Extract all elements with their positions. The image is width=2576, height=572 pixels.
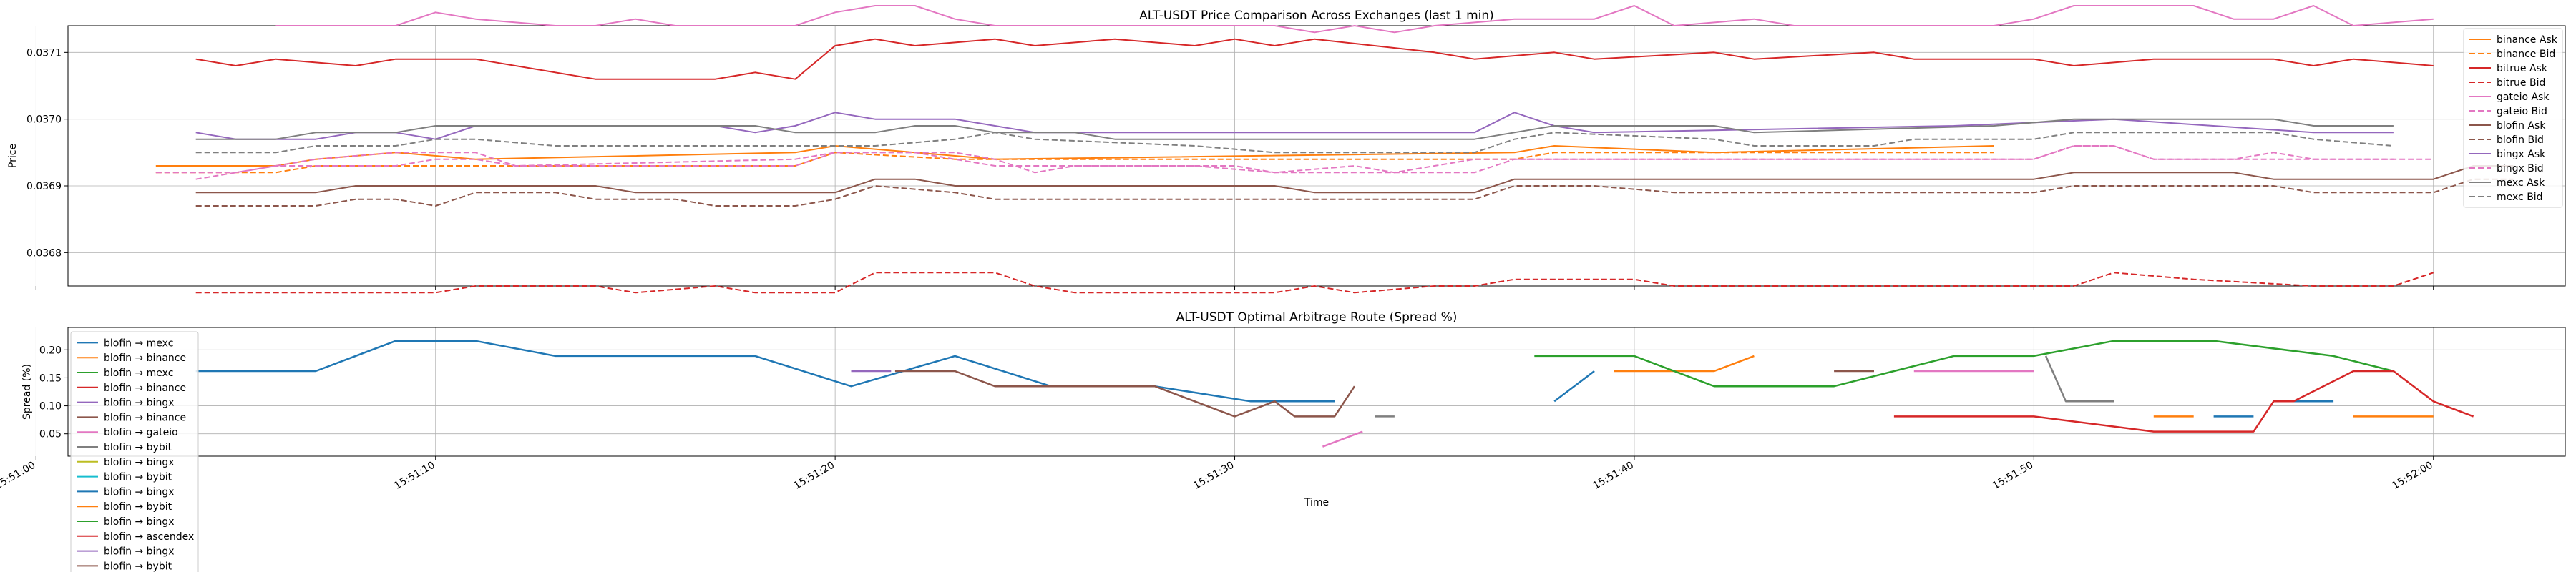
price-legend-label: gateio Bid bbox=[2497, 106, 2547, 117]
spread-y-ticks: 0.05 0.10 0.15 0.20 bbox=[39, 345, 68, 440]
spread-legend-label: blofin → gateio bbox=[104, 427, 178, 438]
spread-y-axis-label: Spread (%) bbox=[21, 364, 33, 420]
spread-legend-box bbox=[70, 331, 199, 572]
spread-legend-label: blofin → binance bbox=[104, 412, 186, 423]
price-series-lines bbox=[155, 5, 2514, 294]
spread-legend-label: blofin → mexc bbox=[104, 337, 173, 349]
spread-series-lines bbox=[195, 340, 2474, 448]
price-ytick-label: 0.0369 bbox=[26, 181, 62, 192]
spread-x-axis-label: Time bbox=[1304, 497, 1329, 508]
price-legend-label: gateio Ask bbox=[2497, 92, 2550, 103]
spread-series-line bbox=[1893, 370, 2474, 433]
price-legend-label: bingx Bid bbox=[2497, 163, 2544, 174]
spread-chart-title: ALT-USDT Optimal Arbitrage Route (Spread… bbox=[1176, 310, 1458, 325]
price-legend-label: mexc Bid bbox=[2497, 192, 2543, 203]
price-legend-label: binance Bid bbox=[2497, 49, 2555, 60]
price-legend-label: bitrue Bid bbox=[2497, 77, 2545, 89]
price-legend-label: blofin Bid bbox=[2497, 134, 2544, 146]
spread-ytick-label: 0.15 bbox=[39, 373, 62, 384]
spread-legend-label: blofin → binance bbox=[104, 352, 186, 364]
spread-legend-label: blofin → bingx bbox=[104, 516, 175, 528]
price-legend-box bbox=[2463, 28, 2563, 208]
spread-ytick-label: 0.20 bbox=[39, 345, 62, 356]
price-series-line bbox=[195, 145, 2394, 180]
price-series-line bbox=[195, 132, 2394, 154]
spread-legend-label: blofin → bingx bbox=[104, 546, 175, 558]
price-axes-frame bbox=[67, 25, 2566, 287]
spread-legend-label: blofin → bybit bbox=[104, 501, 172, 513]
spread-series-line bbox=[894, 370, 1356, 418]
price-y-ticks: 0.0368 0.0369 0.0370 0.0371 bbox=[26, 47, 68, 259]
price-series-line bbox=[195, 118, 2394, 140]
spread-series-line bbox=[1322, 430, 1363, 448]
spread-legend-label: blofin → bybit bbox=[104, 442, 172, 453]
price-legend-label: mexc Ask bbox=[2497, 177, 2545, 189]
price-x-ticks bbox=[35, 286, 2434, 290]
price-ytick-label: 0.0370 bbox=[26, 114, 62, 126]
spread-series-line bbox=[1534, 340, 2394, 388]
spread-axes-frame bbox=[67, 327, 2566, 457]
spread-legend-label: blofin → bingx bbox=[104, 486, 175, 498]
spread-legend: blofin → mexc blofin → binance blofin → me… bbox=[70, 331, 199, 572]
price-axes: ALT-USDT Price Comparison Across Exchang… bbox=[7, 5, 2566, 294]
price-series-line bbox=[195, 272, 2434, 294]
price-ytick-label: 0.0368 bbox=[26, 247, 62, 259]
spread-legend-label: blofin → ascendex bbox=[104, 531, 194, 543]
price-series-line bbox=[155, 152, 1994, 174]
price-legend-label: bingx Ask bbox=[2497, 149, 2546, 160]
spread-grid bbox=[35, 327, 2565, 456]
spread-legend-label: blofin → bybit bbox=[104, 472, 172, 483]
price-legend-label: binance Ask bbox=[2497, 34, 2558, 46]
spread-ytick-label: 0.10 bbox=[39, 401, 62, 413]
spread-series-line bbox=[1614, 355, 1755, 373]
price-series-line bbox=[195, 38, 2434, 80]
price-legend-label: blofin Ask bbox=[2497, 120, 2546, 132]
spread-ytick-label: 0.05 bbox=[39, 429, 62, 440]
spread-series-line bbox=[1553, 370, 1595, 403]
price-chart-title: ALT-USDT Price Comparison Across Exchang… bbox=[1139, 9, 1494, 23]
spread-legend-label: blofin → bingx bbox=[104, 398, 175, 409]
price-legend: binance Ask binance Bid bitrue Ask bitrue B… bbox=[2463, 28, 2563, 208]
price-y-axis-label: Price bbox=[7, 144, 19, 168]
spread-series-line bbox=[2044, 355, 2114, 403]
spread-legend-label: blofin → bingx bbox=[104, 457, 175, 468]
spread-legend-label: blofin → mexc bbox=[104, 368, 173, 379]
price-series-line bbox=[275, 5, 2434, 34]
price-legend-label: bitrue Ask bbox=[2497, 63, 2548, 74]
spread-legend-label: blofin → bybit bbox=[104, 561, 172, 572]
price-ytick-label: 0.0371 bbox=[26, 47, 62, 59]
spread-legend-label: blofin → binance bbox=[104, 383, 186, 394]
price-series-line bbox=[195, 165, 2514, 194]
price-series-line bbox=[195, 178, 2514, 207]
